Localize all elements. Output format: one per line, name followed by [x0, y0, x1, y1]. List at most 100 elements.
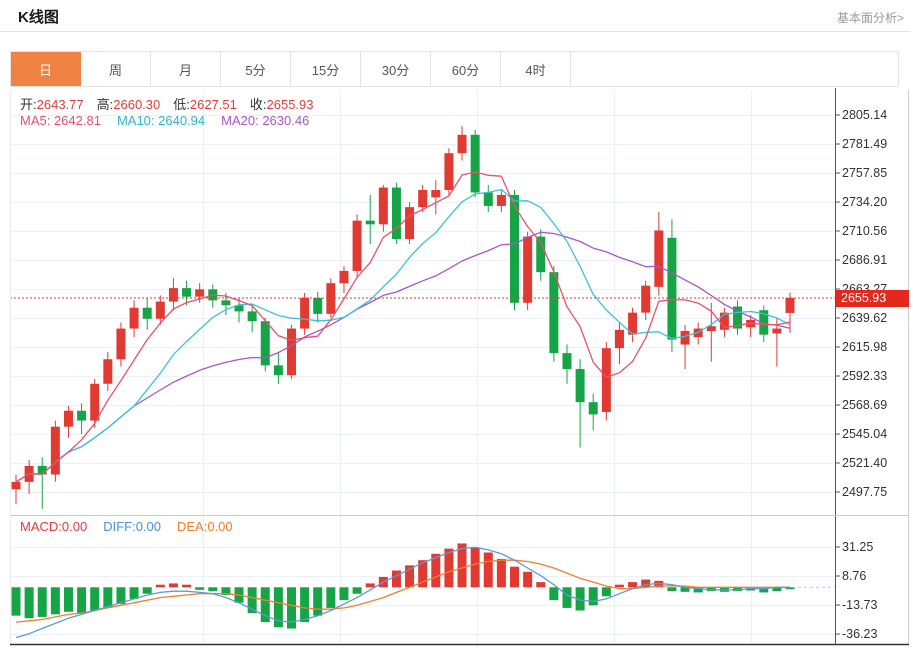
macd-bar	[208, 587, 218, 592]
macd-bar	[195, 587, 205, 590]
macd-bar	[103, 587, 113, 608]
macd-bar	[326, 587, 336, 608]
macd-bar	[510, 566, 520, 588]
macd-bar	[667, 587, 677, 592]
tab-month[interactable]: 月	[151, 52, 221, 86]
dea-line	[15, 559, 790, 623]
macd-bar	[759, 587, 769, 593]
candle-body	[680, 331, 690, 345]
candles-layer	[11, 126, 795, 509]
gridlines	[10, 90, 835, 644]
macd-bar	[273, 587, 283, 628]
high-label: 高:	[96, 97, 114, 112]
tab-30min[interactable]: 30分	[361, 52, 431, 86]
candle-body	[50, 426, 60, 475]
candle-body	[260, 321, 270, 366]
macd-bar	[37, 587, 47, 617]
ma20-line	[15, 231, 791, 483]
candle-body	[431, 189, 441, 198]
candle-body	[168, 288, 178, 302]
axis-label: 2710.56	[842, 224, 887, 238]
macd-bar	[247, 587, 257, 614]
candle-body	[785, 297, 795, 313]
candle-body	[11, 481, 21, 490]
macd-bar	[142, 587, 152, 594]
macd-bar	[418, 560, 428, 588]
candle-body	[536, 236, 546, 273]
macd-bar	[536, 582, 546, 588]
low-value: 2627.51	[189, 97, 237, 112]
candle-body	[706, 326, 716, 332]
macd-bar	[90, 587, 100, 611]
macd-bar	[614, 584, 624, 588]
axis-label: 2545.04	[842, 427, 887, 441]
macd-bar	[654, 580, 664, 588]
macd-bar	[523, 571, 533, 588]
axes-layer: 2805.14 2781.49 2757.85 2734.20 2710.56 2686.…	[10, 88, 909, 646]
candle-body	[77, 410, 87, 421]
macd-bar	[116, 587, 126, 605]
candle-body	[286, 328, 296, 376]
macd-bar	[772, 587, 782, 592]
macd-bar	[601, 587, 611, 597]
macd-value: MACD:0.00	[20, 519, 88, 534]
macd-bar	[680, 587, 690, 592]
axis-label: -13.73	[842, 598, 877, 612]
ma5-line	[15, 171, 791, 483]
macd-bar	[286, 587, 296, 629]
macd-bar	[483, 552, 493, 588]
candle-body	[628, 312, 638, 335]
macd-bar	[182, 584, 192, 588]
candle-body	[575, 369, 585, 403]
candle-body	[654, 230, 664, 287]
tab-day[interactable]: 日	[11, 52, 81, 86]
macd-bar	[785, 587, 795, 590]
macd-bar	[129, 587, 139, 599]
tab-4hour[interactable]: 4时	[501, 52, 571, 86]
macd-bar	[641, 579, 651, 588]
macd-bar	[575, 587, 585, 611]
tab-60min[interactable]: 60分	[431, 52, 501, 86]
fundamental-analysis-link[interactable]: 基本面分析>	[836, 11, 904, 25]
candle-body	[510, 194, 520, 303]
macd-bar	[168, 583, 178, 588]
candle-body	[601, 348, 611, 412]
macd-bar	[693, 587, 703, 593]
axis-label: 2734.20	[842, 195, 887, 209]
candle-body	[391, 187, 401, 240]
diff-line	[15, 546, 790, 639]
axis-label: 2568.69	[842, 398, 887, 412]
axis-label: 2686.91	[842, 253, 887, 267]
macd-row: MACD:0.00 DIFF:0.00 DEA:0.00	[20, 519, 233, 534]
candle-body	[129, 307, 139, 329]
candle-body	[63, 410, 73, 427]
candle-body	[339, 270, 349, 284]
axis-label: 2757.85	[842, 166, 887, 180]
axis-label: 2639.62	[842, 311, 887, 325]
candle-body	[300, 297, 310, 329]
interval-tab-bar: 日周月 5分 15分 30分 60分 4时	[10, 51, 899, 87]
macd-bar	[588, 587, 598, 606]
candle-body	[457, 134, 467, 154]
tab-week[interactable]: 周	[81, 52, 151, 86]
candle-body	[562, 353, 572, 370]
candle-body	[195, 289, 205, 297]
macd-bar	[733, 587, 743, 592]
candle-body	[234, 305, 244, 312]
open-value: 2643.77	[36, 97, 84, 112]
macd-bar	[77, 587, 87, 614]
axis-label: 2615.98	[842, 340, 887, 354]
candle-body	[273, 365, 283, 376]
candle-body	[247, 311, 257, 322]
candle-body	[378, 187, 388, 225]
close-value: 2655.93	[266, 97, 314, 112]
candle-body	[142, 307, 152, 319]
candle-body	[37, 465, 47, 475]
macd-bar	[339, 587, 349, 601]
macd-bar	[313, 587, 323, 616]
tab-15min[interactable]: 15分	[291, 52, 361, 86]
axis-label: 2781.49	[842, 137, 887, 151]
tab-5min[interactable]: 5分	[221, 52, 291, 86]
